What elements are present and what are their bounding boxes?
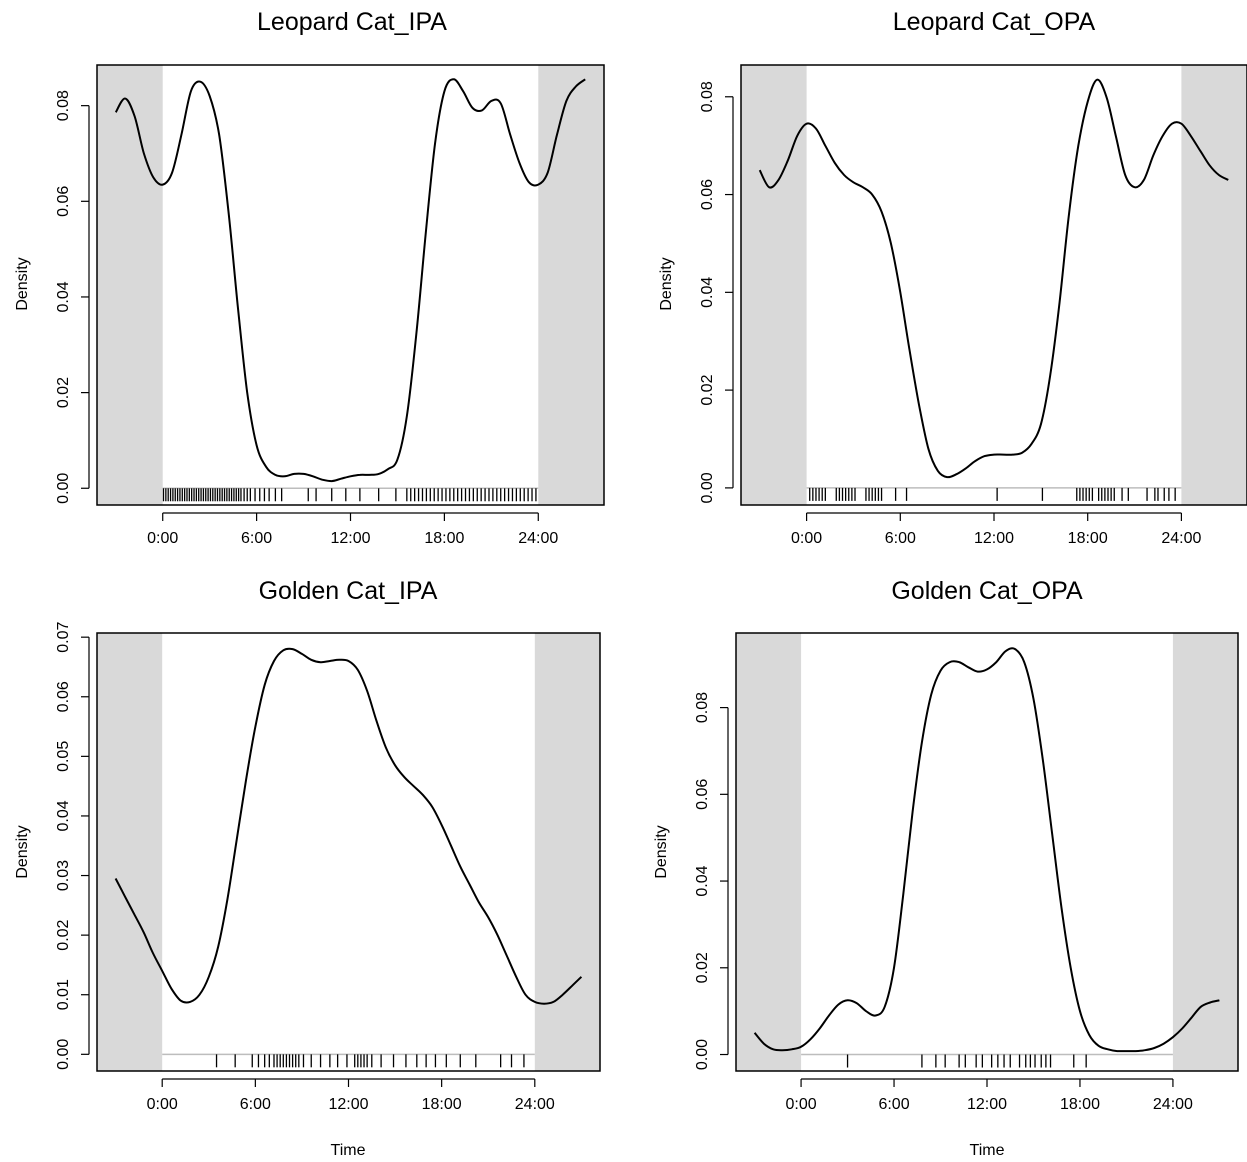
y-tick-label: 0.02	[694, 952, 711, 983]
night-shading	[97, 633, 600, 1071]
y-tick-label: 0.08	[699, 81, 716, 112]
x-tick-label: 6:00	[878, 1096, 909, 1113]
x-tick-label: 12:00	[967, 1096, 1007, 1113]
y-axis: 0.00 0.02 0.04 0.06 0.08	[55, 90, 90, 504]
chart-title: Leopard Cat_OPA	[893, 8, 1096, 36]
shaded-region-1	[97, 633, 163, 1071]
y-tick-label: 0.08	[55, 90, 72, 121]
x-tick-label: 24:00	[1161, 530, 1201, 547]
shaded-region-2	[534, 633, 600, 1071]
panel-golden-cat-ipa: 0:00 6:00 12:00 18:00 24:00 0.00 0.01 0.02 0.03…	[14, 577, 601, 1159]
y-tick-label: 0.06	[694, 779, 711, 810]
shaded-region-2	[538, 65, 604, 505]
y-axis: 0.00 0.02 0.04 0.06 0.08	[699, 81, 734, 503]
y-axis-label: Density	[653, 825, 670, 878]
x-axis: 0:00 6:00 12:00 18:00 24:00	[791, 512, 1202, 547]
x-axis: 0:00 6:00 12:00 18:00 24:00	[147, 512, 558, 547]
y-axis-label: Density	[14, 257, 31, 310]
x-tick-label: 18:00	[424, 530, 464, 547]
panel-leopard-cat-opa: 0:00 6:00 12:00 18:00 24:00 0.00 0.02 0.04 0.06…	[658, 8, 1247, 547]
rug-marks	[809, 487, 1176, 501]
plot-frame	[740, 64, 1247, 506]
y-axis: 0.00 0.02 0.04 0.06 0.08	[694, 692, 729, 1070]
y-tick-label: 0.07	[55, 621, 72, 652]
rug-marks	[162, 488, 537, 502]
y-tick-label: 0.04	[55, 800, 72, 831]
y-tick-label: 0.06	[55, 186, 72, 217]
x-tick-label: 18:00	[422, 1096, 462, 1113]
shaded-region-1	[736, 633, 802, 1071]
shaded-region-2	[1172, 633, 1238, 1071]
x-tick-label: 24:00	[1153, 1096, 1193, 1113]
y-tick-label: 0.00	[55, 1039, 72, 1070]
y-tick-label: 0.06	[699, 179, 716, 210]
y-tick-label: 0.02	[55, 377, 72, 408]
plot-frame	[96, 64, 605, 506]
rug-marks	[846, 1054, 1087, 1068]
density-curve	[114, 78, 586, 483]
x-tick-label: 0:00	[147, 1096, 178, 1113]
x-tick-label: 6:00	[885, 530, 916, 547]
y-tick-label: 0.00	[699, 472, 716, 503]
y-tick-label: 0.01	[55, 979, 72, 1010]
x-axis: 0:00 6:00 12:00 18:00 24:00	[147, 1078, 555, 1113]
night-shading	[736, 633, 1238, 1071]
density-curve	[114, 647, 583, 1005]
x-tick-label: 6:00	[241, 530, 272, 547]
x-tick-label: 12:00	[974, 530, 1014, 547]
x-tick-label: 6:00	[240, 1096, 271, 1113]
shaded-region-2	[1181, 65, 1247, 505]
y-tick-label: 0.04	[55, 281, 72, 312]
y-axis-label: Density	[14, 825, 31, 878]
y-axis-label: Density	[658, 257, 675, 310]
x-axis: 0:00 6:00 12:00 18:00 24:00	[786, 1078, 1193, 1113]
y-tick-label: 0.04	[699, 277, 716, 308]
x-tick-label: 0:00	[791, 530, 822, 547]
chart-title: Golden Cat_OPA	[891, 577, 1083, 605]
y-tick-label: 0.02	[55, 919, 72, 950]
x-tick-label: 24:00	[518, 530, 558, 547]
x-axis-label: Time	[970, 1142, 1005, 1159]
y-tick-label: 0.04	[694, 865, 711, 896]
x-tick-label: 12:00	[328, 1096, 368, 1113]
density-curve	[753, 647, 1220, 1053]
y-tick-label: 0.03	[55, 860, 72, 891]
plot-frame	[96, 632, 601, 1072]
y-tick-label: 0.08	[694, 692, 711, 723]
plot-frame	[735, 632, 1239, 1072]
y-axis: 0.00 0.01 0.02 0.03 0.04 0.05 0.06 0.07	[55, 621, 90, 1070]
shaded-region-1	[97, 65, 163, 505]
chart-title: Leopard Cat_IPA	[257, 8, 447, 36]
x-tick-label: 18:00	[1068, 530, 1108, 547]
panel-leopard-cat-ipa: 0:00 6:00 12:00 18:00 24:00 0.00 0.02 0.04 0.06…	[14, 8, 605, 547]
x-tick-label: 0:00	[147, 530, 178, 547]
y-tick-label: 0.06	[55, 681, 72, 712]
shaded-region-1	[741, 65, 807, 505]
x-tick-label: 12:00	[330, 530, 370, 547]
x-tick-label: 24:00	[515, 1096, 555, 1113]
rug-marks	[215, 1054, 525, 1068]
panel-golden-cat-opa: 0:00 6:00 12:00 18:00 24:00 0.00 0.02 0.04 0.06…	[653, 577, 1239, 1159]
x-tick-label: 0:00	[786, 1096, 817, 1113]
y-tick-label: 0.00	[55, 473, 72, 504]
chart-title: Golden Cat_IPA	[259, 577, 438, 605]
y-tick-label: 0.05	[55, 741, 72, 772]
x-axis-label: Time	[331, 1142, 366, 1159]
x-tick-label: 18:00	[1060, 1096, 1100, 1113]
density-curve	[758, 78, 1229, 479]
y-tick-label: 0.00	[694, 1039, 711, 1070]
night-shading	[97, 65, 604, 505]
y-tick-label: 0.02	[699, 374, 716, 405]
